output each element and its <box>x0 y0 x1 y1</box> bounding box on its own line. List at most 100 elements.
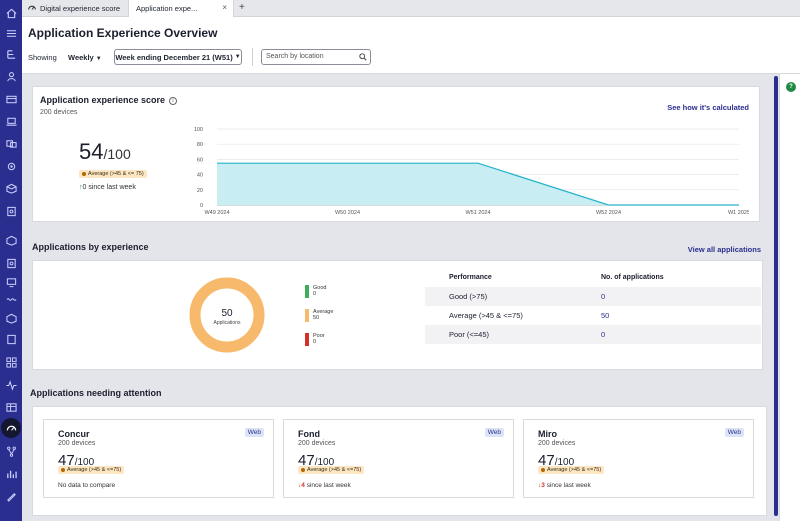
legend-swatch <box>305 333 309 346</box>
status-badge: Average (>45 & <= 75) <box>79 170 147 178</box>
tab-application-experience[interactable]: Application expe... × <box>128 0 234 17</box>
delta-value: 4 <box>301 482 305 489</box>
x-tick-label: W51 2024 <box>465 210 490 216</box>
package-icon[interactable] <box>4 233 18 247</box>
home-icon[interactable] <box>4 6 18 20</box>
week-value: Week ending December 21 (W51) <box>115 52 233 62</box>
app-name: Concur <box>58 429 90 439</box>
score-number: 54 <box>79 139 104 164</box>
side-navigation <box>0 0 22 521</box>
y-tick-label: 80 <box>197 142 203 148</box>
list-icon[interactable] <box>4 26 18 40</box>
search-icon <box>359 53 367 63</box>
devices-icon[interactable] <box>4 136 18 150</box>
table-icon[interactable] <box>4 400 18 414</box>
experience-card: 50 Applications Good 0 Average 50 Poor 0 <box>32 260 763 370</box>
box-icon[interactable] <box>4 181 18 195</box>
legend-item-average: Average 50 <box>305 309 334 322</box>
app-devices: 200 devices <box>58 440 96 447</box>
attention-section: Concur 200 devices Web 47/100 Average (>… <box>32 406 767 516</box>
experience-score-card: Application experience score i 200 device… <box>32 86 760 222</box>
caret-down-icon: ▼ <box>234 54 241 60</box>
count-link[interactable]: 0 <box>601 292 606 301</box>
app-score-number: 47 <box>58 452 75 469</box>
scrollbar[interactable] <box>774 76 778 516</box>
laptop-icon[interactable] <box>4 114 18 128</box>
y-tick-label: 60 <box>197 157 203 163</box>
score-title-text: Application experience score <box>40 95 166 105</box>
y-tick-label: 100 <box>194 127 203 133</box>
delta-text: since last week <box>86 184 136 191</box>
main-content: Application experience score i 200 device… <box>22 74 774 521</box>
donut-label: Applications <box>214 320 241 326</box>
cube-icon[interactable] <box>4 311 18 325</box>
gauge-icon[interactable] <box>1 418 21 438</box>
legend-swatch <box>305 285 309 298</box>
legend-count: 0 <box>313 339 317 345</box>
app-devices: 200 devices <box>298 440 336 447</box>
doc-gear-icon[interactable] <box>4 256 18 270</box>
wave-icon[interactable] <box>4 292 18 306</box>
score-delta: ↑0 since last week <box>79 184 136 191</box>
section-title-experience: Applications by experience <box>32 242 149 252</box>
view-all-applications-link[interactable]: View all applications <box>687 245 761 254</box>
info-icon[interactable]: i <box>169 96 178 105</box>
donut-legend: Good 0 Average 50 Poor 0 <box>305 285 333 357</box>
y-tick-label: 0 <box>200 203 203 209</box>
area-fill <box>217 163 739 205</box>
arrow-down-icon: ↓ <box>538 482 542 489</box>
app-name: Miro <box>538 429 557 439</box>
platform-tag: Web <box>484 428 504 437</box>
score-title: Application experience score i <box>40 95 178 105</box>
caret-down-icon: ▼ <box>95 56 102 62</box>
badge-text: Average (>45 & <=75) <box>67 467 122 473</box>
monitor-gear-icon[interactable] <box>4 275 18 289</box>
search-input[interactable]: Search by location <box>261 49 371 65</box>
status-dot <box>541 468 545 472</box>
app-card-concur[interactable]: Concur 200 devices Web 47/100 Average (>… <box>43 419 274 498</box>
card-icon[interactable] <box>4 92 18 106</box>
legend-label: Average <box>313 309 334 315</box>
bar-chart-icon[interactable] <box>4 466 18 480</box>
legend-count: 50 <box>313 315 320 321</box>
report-gear-icon[interactable] <box>4 332 18 346</box>
count-link[interactable]: 0 <box>601 330 606 339</box>
y-tick-label: 20 <box>197 188 203 194</box>
status-badge: Average (>45 & <=75) <box>298 466 365 474</box>
count-link[interactable]: 50 <box>601 311 610 320</box>
app-delta: No data to compare <box>58 482 115 489</box>
app-card-miro[interactable]: Miro 200 devices Web 47/100 Average (>45… <box>523 419 754 498</box>
status-badge: Average (>45 & <=75) <box>58 466 125 474</box>
series-line <box>217 162 739 206</box>
column-header-performance: Performance <box>449 273 492 281</box>
add-tab-button[interactable]: + <box>239 2 245 13</box>
legend-swatch <box>305 309 309 322</box>
delta-text: since last week <box>304 482 351 489</box>
frequency-value: Weekly <box>68 53 94 62</box>
pulse-icon[interactable] <box>4 378 18 392</box>
page-title: Application Experience Overview <box>28 26 218 40</box>
delta-text: since last week <box>544 482 591 489</box>
tab-digital-experience-score[interactable]: Digital experience score <box>22 0 127 17</box>
app-score: 47/100 <box>58 452 94 469</box>
frequency-dropdown[interactable]: Weekly ▼ <box>68 53 102 62</box>
user-icon[interactable] <box>4 69 18 83</box>
badge-text: Average (>45 & <=75) <box>307 467 362 473</box>
pencil-icon[interactable] <box>4 489 18 503</box>
branch-icon[interactable] <box>4 444 18 458</box>
help-icon[interactable]: ? <box>786 82 796 92</box>
divider <box>252 48 253 66</box>
table-row: Poor (<=45) 0 <box>425 325 761 344</box>
hierarchy-icon[interactable] <box>4 47 18 61</box>
performance-cell: Poor (<=45) <box>449 330 490 339</box>
week-dropdown[interactable]: Week ending December 21 (W51) ▼ <box>114 49 242 65</box>
close-icon[interactable]: × <box>222 3 227 12</box>
grid-icon[interactable] <box>4 355 18 369</box>
legend-label: Poor <box>313 333 325 339</box>
app-card-fond[interactable]: Fond 200 devices Web 47/100 Average (>45… <box>283 419 514 498</box>
arrow-down-icon: ↓ <box>298 482 302 489</box>
donut-segment-average <box>189 277 265 353</box>
settings-doc-icon[interactable] <box>4 204 18 218</box>
see-calculation-link[interactable]: See how it's calculated <box>667 103 749 112</box>
gear-icon[interactable] <box>4 159 18 173</box>
